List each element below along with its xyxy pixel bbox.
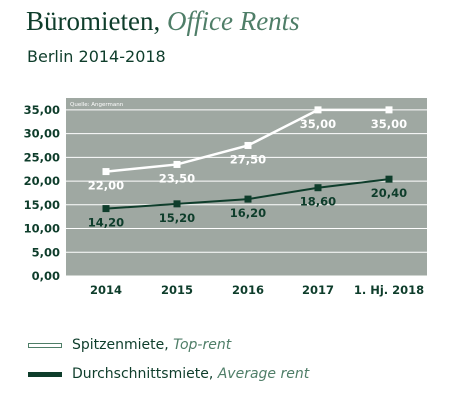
source-note: Quelle: Angermann bbox=[70, 102, 124, 108]
chart-subtitle: Berlin 2014-2018 bbox=[27, 47, 166, 66]
data-label-top: 23,50 bbox=[159, 171, 195, 185]
data-label-top: 22,00 bbox=[88, 179, 124, 193]
y-tick-label: 5,00 bbox=[32, 245, 60, 259]
x-tick-label: 2016 bbox=[232, 283, 264, 297]
legend-label-average-rent-en: Average rent bbox=[217, 366, 310, 382]
title-german: Büromieten, bbox=[26, 6, 161, 36]
chart-title: Büromieten, Office Rents bbox=[26, 6, 300, 37]
data-label-avg: 15,20 bbox=[159, 211, 195, 225]
data-point-avg bbox=[102, 205, 110, 213]
x-tick-label: 2015 bbox=[161, 283, 193, 297]
y-tick-label: 10,00 bbox=[24, 222, 60, 236]
x-tick-label: 2014 bbox=[90, 283, 122, 297]
data-point-avg bbox=[385, 175, 393, 183]
legend-item-average-rent: Durchschnittsmiete, Average rent bbox=[28, 366, 309, 382]
data-point-avg bbox=[244, 195, 252, 203]
data-label-avg: 16,20 bbox=[230, 206, 266, 220]
data-point-avg bbox=[314, 184, 322, 192]
data-point-avg bbox=[173, 200, 181, 208]
legend-label-average-rent-de: Durchschnittsmiete, bbox=[72, 366, 214, 382]
legend-label-top-rent-de: Spitzenmiete, bbox=[72, 337, 169, 353]
title-english: Office Rents bbox=[166, 6, 300, 36]
data-label-avg: 14,20 bbox=[88, 216, 124, 230]
data-label-avg: 20,40 bbox=[371, 186, 407, 200]
x-tick-label: 1. Hj. 2018 bbox=[354, 283, 424, 297]
y-tick-label: 20,00 bbox=[24, 174, 60, 188]
data-label-top: 35,00 bbox=[371, 117, 407, 131]
y-tick-label: 0,00 bbox=[32, 269, 60, 283]
y-tick-label: 30,00 bbox=[24, 127, 60, 141]
data-point-top bbox=[244, 141, 252, 149]
y-tick-label: 25,00 bbox=[24, 150, 60, 164]
legend-swatch-average-rent bbox=[28, 371, 62, 377]
data-label-avg: 18,60 bbox=[300, 195, 336, 209]
data-point-top bbox=[314, 106, 322, 114]
data-point-top bbox=[385, 106, 393, 114]
data-point-top bbox=[102, 168, 110, 176]
x-tick-label: 2017 bbox=[302, 283, 334, 297]
data-label-top: 35,00 bbox=[300, 117, 336, 131]
y-tick-label: 35,00 bbox=[24, 103, 60, 117]
plot-area bbox=[66, 98, 427, 276]
legend-swatch-top-rent bbox=[28, 342, 62, 348]
legend-item-top-rent: Spitzenmiete, Top-rent bbox=[28, 337, 231, 353]
legend-label-top-rent-en: Top-rent bbox=[173, 337, 232, 353]
data-label-top: 27,50 bbox=[230, 152, 266, 166]
y-tick-label: 15,00 bbox=[24, 198, 60, 212]
data-point-top bbox=[173, 160, 181, 168]
